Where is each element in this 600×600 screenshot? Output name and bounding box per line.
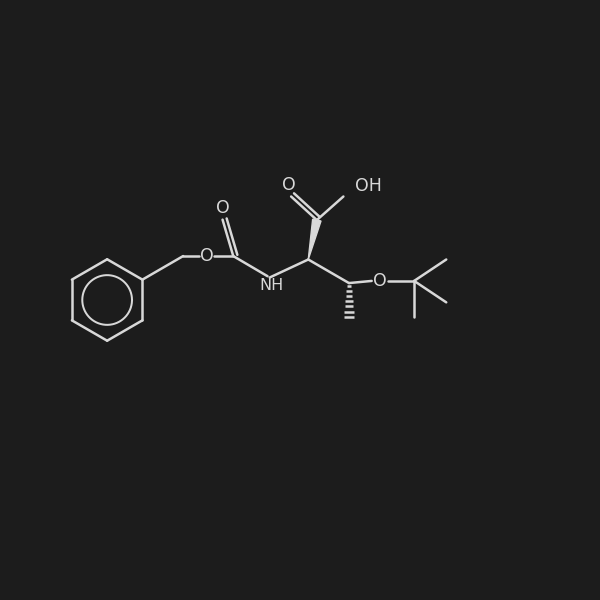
Text: O: O bbox=[215, 199, 229, 217]
Text: O: O bbox=[373, 272, 387, 290]
Text: NH: NH bbox=[260, 278, 284, 293]
Polygon shape bbox=[308, 219, 321, 259]
Text: O: O bbox=[200, 247, 214, 265]
Text: O: O bbox=[282, 175, 296, 193]
Text: OH: OH bbox=[355, 177, 382, 195]
